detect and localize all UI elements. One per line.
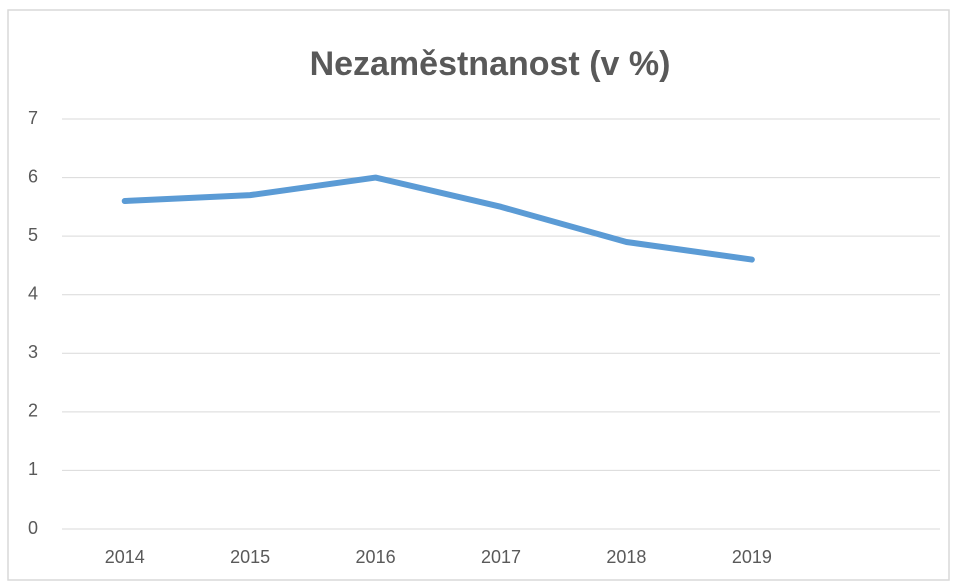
x-tick-label: 2017 xyxy=(481,547,521,567)
y-tick-label: 6 xyxy=(28,166,38,186)
y-tick-label: 5 xyxy=(28,225,38,245)
chart-title: Nezaměstnanost (v %) xyxy=(310,45,671,83)
x-tick-label: 2015 xyxy=(230,547,270,567)
y-tick-label: 3 xyxy=(28,342,38,362)
x-tick-label: 2019 xyxy=(732,547,772,567)
y-tick-label: 7 xyxy=(28,108,38,128)
y-tick-label: 2 xyxy=(28,401,38,421)
line-series xyxy=(121,174,755,263)
y-tick-label: 0 xyxy=(28,518,38,538)
y-tick-label: 1 xyxy=(28,459,38,479)
y-tick-label: 4 xyxy=(28,283,38,303)
x-tick-label: 2018 xyxy=(606,547,646,567)
x-tick-label: 2014 xyxy=(105,547,145,567)
x-tick-label: 2016 xyxy=(356,547,396,567)
